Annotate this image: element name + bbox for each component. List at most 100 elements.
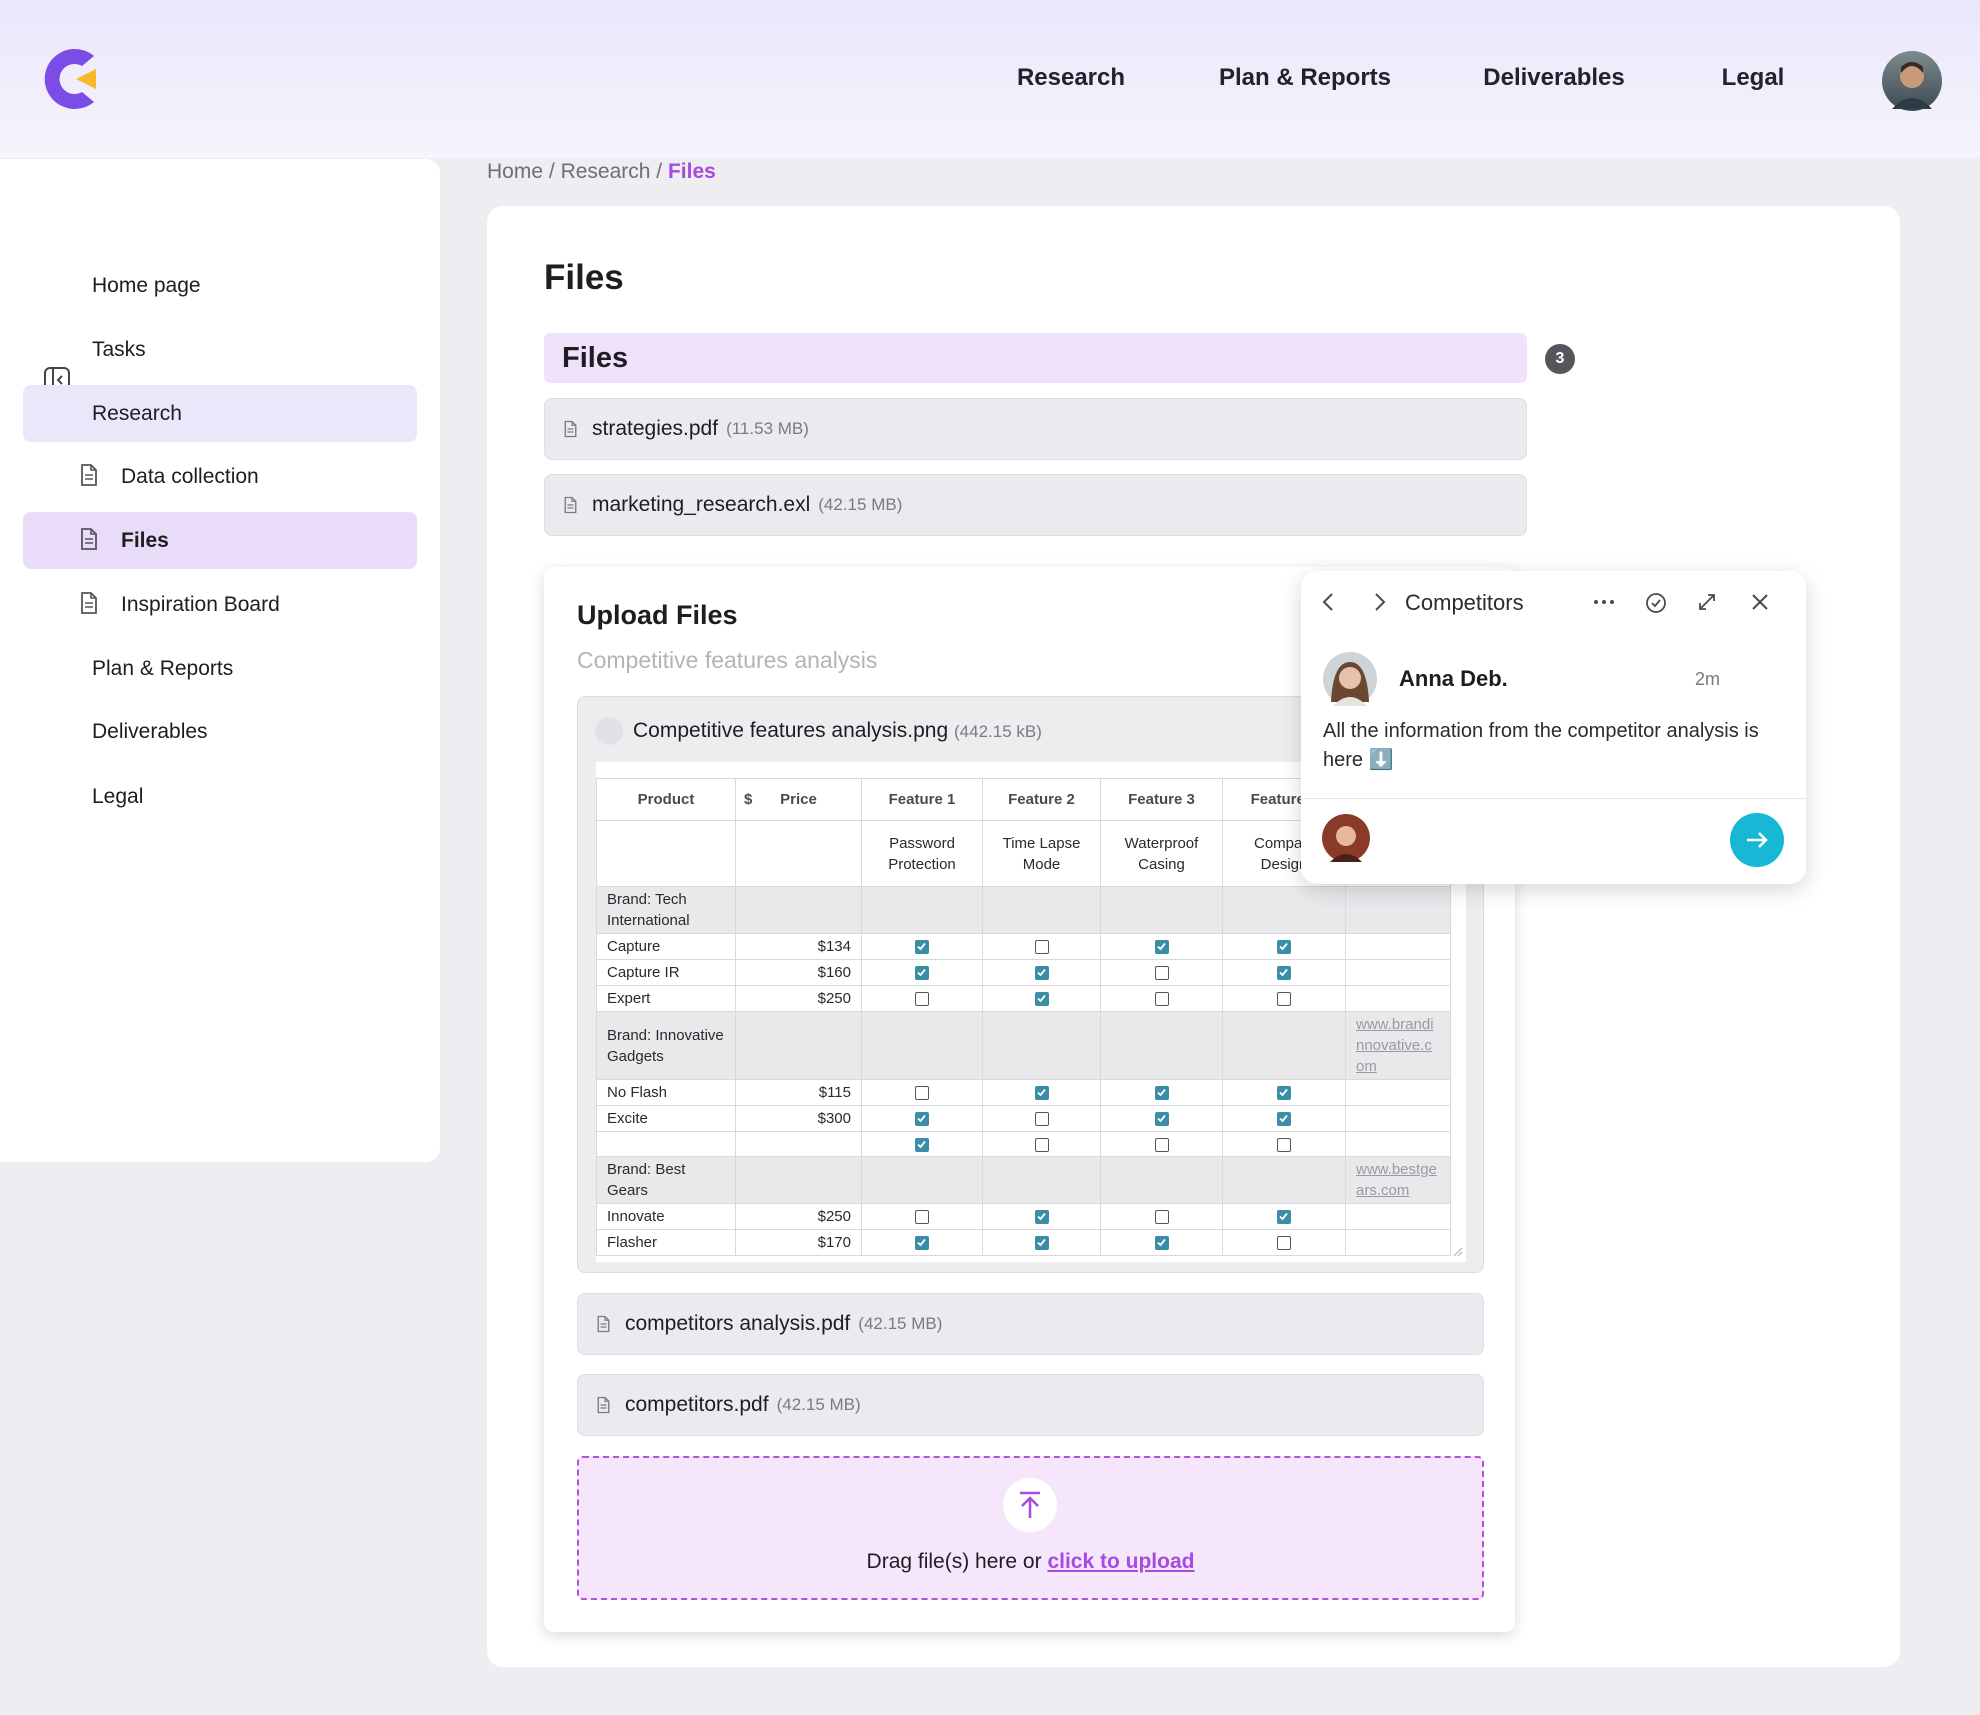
sidebar-item[interactable]: Home page: [23, 257, 417, 314]
nav-link[interactable]: Deliverables: [1483, 64, 1625, 91]
product-row: Expert $250: [596, 985, 1451, 1012]
check-cell: [1222, 1203, 1346, 1230]
sidebar-item[interactable]: Files: [23, 512, 417, 569]
table-cell: [1222, 1011, 1346, 1080]
sidebar-item[interactable]: Inspiration Board: [23, 576, 417, 633]
check-cell: [1222, 933, 1346, 960]
dropzone-label: Drag file(s) here or click to upload: [579, 1550, 1482, 1574]
check-cell: [1100, 985, 1223, 1012]
nav-link[interactable]: Legal: [1721, 64, 1785, 91]
check-cell: [982, 1203, 1101, 1230]
table-cell: [861, 1156, 983, 1204]
more-button[interactable]: [1591, 591, 1617, 613]
checkbox: [1034, 1112, 1049, 1127]
product-row: Innovate $250: [596, 1203, 1451, 1230]
nav-link[interactable]: Plan & Reports: [1218, 64, 1392, 91]
file-name: competitors analysis.pdf: [625, 1312, 851, 1335]
send-button[interactable]: [1730, 813, 1784, 867]
check-cell: [861, 1105, 983, 1132]
popup-title: Competitors: [1405, 590, 1524, 615]
table-cell: [735, 1011, 862, 1080]
check-cell: [861, 1203, 983, 1230]
checkbox: [1034, 992, 1049, 1007]
resolve-button[interactable]: [1644, 591, 1668, 615]
checkbox: [1277, 966, 1291, 981]
table-cell: [1100, 886, 1223, 934]
file-icon: [597, 1315, 610, 1333]
file-row[interactable]: competitors.pdf (42.15 MB): [577, 1374, 1484, 1436]
comment-time: 2m: [1695, 669, 1721, 689]
checkbox: [1034, 966, 1049, 981]
brand-link[interactable]: www.brandinnovative.com: [1356, 1016, 1434, 1075]
file-name: marketing_research.exl: [592, 493, 811, 516]
file-size: (42.15 MB): [776, 1395, 861, 1414]
sidebar-item[interactable]: Research: [23, 385, 417, 442]
checkbox: [915, 1112, 929, 1127]
checkbox: [1034, 1210, 1049, 1225]
product-row: No Flash $115: [596, 1079, 1451, 1106]
logo[interactable]: [36, 42, 100, 116]
file-size: (42.15 MB): [818, 495, 903, 514]
check-cell: [1222, 985, 1346, 1012]
sidebar-item[interactable]: Data collection: [23, 448, 417, 505]
resize-handle: [1453, 1247, 1463, 1257]
sidebar-item[interactable]: Tasks: [23, 321, 417, 378]
product-cell: Capture IR: [596, 959, 736, 986]
next-button[interactable]: [1369, 591, 1389, 613]
check-cell: [861, 985, 983, 1012]
checkbox: [1277, 1236, 1291, 1251]
close-button[interactable]: [1749, 591, 1771, 613]
file-icon: [564, 496, 577, 514]
attachment-title: Competitive features analysis.png (442.1…: [633, 719, 1042, 743]
file-row[interactable]: marketing_research.exl (42.15 MB): [544, 474, 1527, 536]
divider: [1301, 798, 1806, 799]
table-cell: [1100, 1011, 1223, 1080]
table-cell: [1345, 1229, 1451, 1256]
brand-link[interactable]: www.bestgears.com: [1356, 1161, 1437, 1199]
sidebar-label: Inspiration Board: [121, 592, 280, 616]
file-row[interactable]: strategies.pdf (11.53 MB): [544, 398, 1527, 460]
upload-card: Upload Files Competitive features analys…: [544, 567, 1515, 1632]
nav-link[interactable]: Research: [1016, 64, 1126, 91]
user-avatar[interactable]: [1882, 51, 1942, 111]
table-cell: [1100, 1156, 1223, 1204]
table-cell: [1345, 959, 1451, 986]
checkbox: [915, 1086, 929, 1101]
checkbox: [915, 966, 929, 981]
price-cell: $160: [735, 959, 862, 986]
brand-row: Brand: Tech International: [596, 886, 1451, 934]
link-cell: www.bestgears.com: [1345, 1156, 1451, 1204]
checkbox: [1277, 1086, 1291, 1101]
brand-row: Brand: Best Gears www.bestgears.com: [596, 1156, 1451, 1204]
checkbox: [1154, 1137, 1169, 1152]
sidebar-item[interactable]: Legal: [23, 768, 417, 825]
sidebar-item[interactable]: Plan & Reports: [23, 640, 417, 697]
checkbox: [1277, 1112, 1291, 1127]
check-cell: [861, 1229, 983, 1256]
header-cell: Feature 2: [982, 778, 1101, 821]
check-cell: [1222, 1229, 1346, 1256]
file-row[interactable]: competitors analysis.pdf (42.15 MB): [577, 1293, 1484, 1355]
upload-link[interactable]: click to upload: [1047, 1550, 1195, 1573]
check-cell: [1100, 1105, 1223, 1132]
table-cell: [1345, 1131, 1451, 1157]
top-bar: Research Plan & Reports Deliverables Legal: [0, 0, 1980, 158]
breadcrumb-item[interactable]: Home: [487, 160, 544, 183]
dropzone[interactable]: Drag file(s) here or click to upload: [577, 1456, 1484, 1600]
attachment-icon: [595, 717, 623, 745]
comment-popup: Competitors Anna Deb. 2m All the informa…: [1301, 571, 1806, 884]
dropzone-text: Drag file(s) here or: [866, 1550, 1042, 1573]
sidebar: Home page Tasks Research Data collection Fil…: [0, 159, 440, 1162]
prev-button[interactable]: [1319, 591, 1339, 613]
subheader-cell: [596, 820, 736, 887]
check-cell: [982, 1229, 1101, 1256]
sidebar-item[interactable]: Deliverables: [23, 703, 417, 760]
expand-button[interactable]: [1696, 591, 1718, 613]
breadcrumb-item[interactable]: Research: [560, 160, 651, 183]
table-cell: [982, 886, 1101, 934]
link-cell: [1345, 886, 1451, 934]
price-label: Price: [780, 791, 817, 808]
checkbox: [1277, 992, 1291, 1007]
checkbox: [1034, 1236, 1049, 1251]
